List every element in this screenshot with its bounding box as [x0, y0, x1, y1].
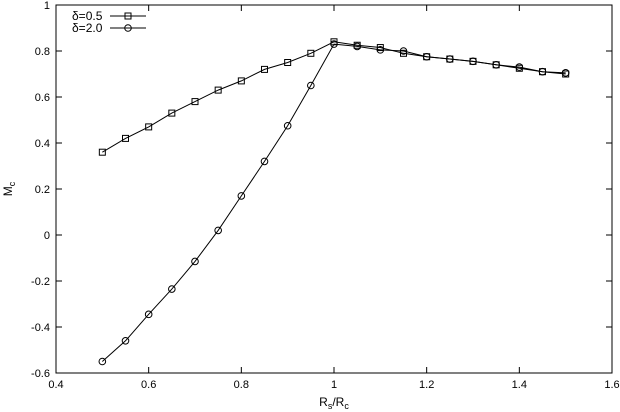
series-1: [98, 38, 570, 156]
data-point: [376, 46, 385, 54]
data-point: [191, 98, 199, 106]
data-point: [422, 52, 431, 61]
data-point: [446, 55, 454, 63]
data-point: [561, 69, 570, 77]
plot-frame: [55, 4, 613, 374]
y-tick-label: 0.6: [35, 92, 50, 104]
data-point: [515, 63, 524, 71]
data-point: [214, 86, 222, 94]
legend-entry: δ=0.5: [72, 9, 146, 23]
data-point: [191, 257, 199, 266]
x-axis-label: Rs/Rc: [319, 395, 349, 411]
data-series: [98, 38, 570, 366]
data-point: [538, 67, 547, 76]
x-tick-label: 0.4: [48, 379, 63, 391]
y-axis-label: Mc: [1, 181, 17, 196]
y-tick-label: 1: [44, 0, 50, 12]
data-point: [145, 123, 153, 131]
data-point: [237, 77, 245, 85]
legend-entry: δ=2.0: [72, 21, 146, 35]
data-point: [261, 65, 268, 73]
x-tick-label: 1: [331, 379, 337, 391]
axis-ticks: 0.4 0.6 0.8 1 1.2 1.4 1.6 -0.6 -0.4 -0.2 0 0.2 0.4 0.…: [31, 0, 620, 391]
y-tick-label: 0: [44, 230, 50, 242]
data-point: [168, 285, 176, 293]
data-point: [469, 57, 477, 66]
y-tick-label: -0.2: [31, 276, 50, 288]
data-point: [237, 192, 246, 200]
x-tick-label: 1.4: [512, 379, 527, 391]
data-point: [283, 121, 292, 130]
data-point: [353, 42, 361, 51]
legend-label: δ=2.0: [72, 21, 103, 35]
y-tick-label: 0.4: [35, 138, 50, 150]
legend-label: δ=0.5: [72, 9, 103, 23]
series-2: [98, 40, 570, 366]
x-tick-label: 0.8: [234, 379, 249, 391]
x-tick-label: 1.6: [604, 379, 619, 391]
data-point: [330, 40, 338, 48]
data-point: [399, 47, 408, 55]
data-point: [260, 157, 269, 166]
data-point: [144, 310, 153, 319]
data-point: [284, 59, 292, 66]
x-tick-label: 1.2: [419, 379, 434, 391]
y-tick-label: -0.4: [31, 322, 50, 334]
y-tick-label: -0.6: [31, 368, 50, 380]
data-point: [122, 134, 129, 142]
x-tick-label: 0.6: [141, 379, 156, 391]
data-point: [168, 109, 176, 117]
y-tick-label: 0.2: [35, 184, 50, 196]
data-point: [121, 337, 130, 345]
data-point: [307, 81, 315, 90]
legend-marker: [124, 12, 132, 20]
data-point: [492, 61, 500, 69]
data-point: [98, 148, 106, 156]
data-point: [307, 49, 315, 57]
series-line: [101, 43, 566, 362]
legend: δ=0.5δ=2.0: [72, 9, 146, 35]
series-line: [102, 41, 566, 153]
data-point: [98, 357, 107, 366]
legend-marker: [124, 24, 132, 32]
data-point: [214, 226, 222, 235]
y-tick-label: 0.8: [35, 46, 50, 58]
